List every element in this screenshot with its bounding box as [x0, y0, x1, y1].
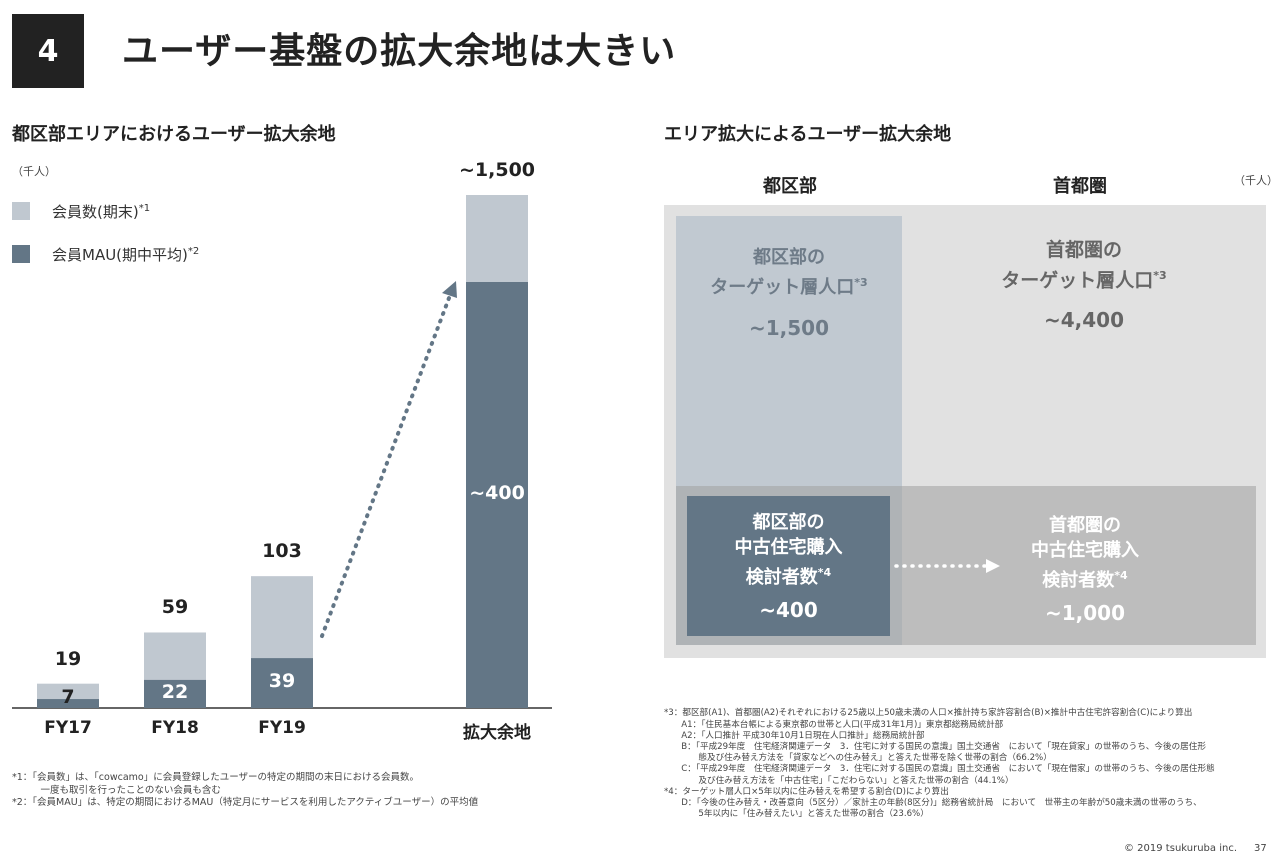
- copyright: © 2019 tsukuruba inc.: [1124, 843, 1237, 854]
- bar-members-1: [144, 632, 206, 680]
- bar-members-3: [466, 195, 528, 282]
- bar-members-0: [37, 683, 99, 700]
- bar-members-2: [251, 576, 313, 659]
- col-shutoken: 首都圏: [1053, 176, 1107, 197]
- shutoken-target: 首都圏の ターゲット層人口*3 ~4,400: [1001, 239, 1167, 333]
- x-tick-label: FY19: [258, 718, 306, 738]
- tokubu-target: 都区部の ターゲット層人口*3 ~1,500: [710, 247, 868, 340]
- left-chart-title: 都区部エリアにおけるユーザー拡大余地: [12, 124, 336, 145]
- x-tick-label: FY17: [44, 718, 92, 738]
- total-label: 59: [161, 596, 189, 619]
- bar-chart: [12, 195, 552, 709]
- page-number: 37: [1254, 843, 1267, 854]
- total-label: ~1,500: [458, 159, 536, 181]
- col-tokubu: 都区部: [763, 176, 817, 197]
- x-tick-label: 拡大余地: [463, 723, 531, 743]
- unit-label-right: （千人）: [1234, 174, 1278, 187]
- expansion-arrow: [894, 559, 1000, 573]
- growth-arrow-head: [442, 281, 457, 298]
- bar-mau-3: [466, 282, 528, 708]
- page-title: ユーザー基盤の拡大余地は大きい: [122, 31, 677, 72]
- right-title: エリア拡大によるユーザー拡大余地: [664, 124, 952, 145]
- mau-label: 7: [61, 686, 75, 708]
- mau-label: ~400: [469, 482, 525, 504]
- legend-members: 会員数(期末)*1: [52, 203, 151, 221]
- legend-mau: 会員MAU(期中平均)*2: [52, 246, 200, 264]
- shutoken-buyers: 首都圏の 中古住宅購入 検討者数*4 ~1,000: [1031, 515, 1139, 625]
- right-footnotes: *3：都区部(A1)、首都圏(A2)それぞれにおける25歳以上50歳未満の人口×…: [664, 708, 1215, 820]
- total-label: 103: [262, 540, 302, 563]
- unit-label: （千人）: [12, 165, 56, 178]
- legend-swatch-mau: [12, 245, 30, 263]
- bar-mau-2: [251, 658, 313, 708]
- mau-label: 22: [161, 680, 189, 703]
- x-tick-label: FY18: [151, 718, 199, 738]
- tokubu-buyers: 都区部の 中古住宅購入 検討者数*4 ~400: [687, 496, 890, 636]
- legend-swatch-members: [12, 202, 30, 220]
- bar-mau-0: [37, 699, 99, 708]
- left-footnotes: *1：「会員数」は、「cowcamo」に会員登録したユーザーの特定の期間の末日に…: [12, 772, 479, 808]
- bar-mau-1: [144, 679, 206, 708]
- mau-label: 39: [268, 670, 296, 693]
- section-number: 4: [12, 14, 84, 88]
- total-label: 19: [54, 647, 82, 670]
- growth-arrow: [320, 288, 454, 638]
